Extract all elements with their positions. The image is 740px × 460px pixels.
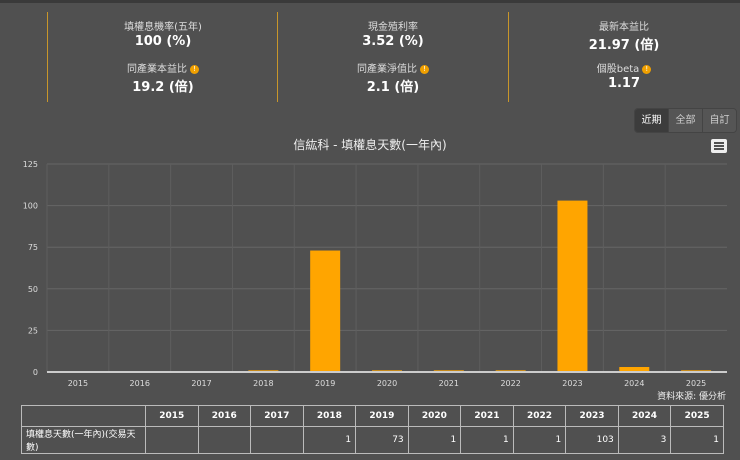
chart-menu-icon[interactable] [711,139,727,153]
range-all-button[interactable]: 全部 [668,109,702,132]
data-table: 2015 2016 2017 2018 2019 2020 2021 2022 2023 2024… [21,405,724,454]
value-cell: 1 [460,426,514,454]
stat-value: 1.17 [607,76,641,91]
range-button-group: 近期 全部 自訂 [634,108,737,133]
stat-value: 2.1 (倍) [366,80,420,95]
range-custom-button[interactable]: 自訂 [702,109,736,132]
y-tick-label: 100 [23,202,38,211]
x-tick-label: 2016 [130,379,150,388]
value-cell: 103 [565,426,619,454]
y-tick-label: 25 [28,326,38,335]
row-label: 填權息天數(一年內)(交易天數) [21,426,146,454]
value-cell: 1 [302,426,357,454]
stat-value: 3.52 (%) [362,34,424,49]
value-cell [145,426,199,454]
bar-2024 [619,367,650,372]
bar-2023 [557,200,588,372]
year-header: 2017 [250,405,304,427]
value-cell [250,426,304,454]
stat-label: 同產業本益比 [127,64,187,75]
year-header: 2018 [302,405,357,427]
stat-label: 同產業淨值比 [357,64,417,75]
y-tick-label: 125 [23,160,38,169]
x-tick-label: 2019 [315,379,335,388]
stat-label: 填權息機率(五年) [124,22,202,33]
range-recent-button[interactable]: 近期 [635,109,668,132]
top-border [0,0,740,3]
x-tick-label: 2018 [253,379,273,388]
value-cell: 3 [617,426,672,454]
year-header: 2020 [407,405,462,427]
stat-value: 100 (%) [134,34,192,49]
bar-2019 [310,250,341,372]
stat-label: 現金殖利率 [368,22,418,33]
corner-cell [21,405,146,427]
year-header: 2025 [670,405,724,427]
chart-title: 信紘科 - 填權息天數(一年內) [293,138,447,152]
x-tick-label: 2023 [562,379,582,388]
source-note: 資料來源: 優分析 [657,392,726,402]
stat-block: 填權息機率(五年) 100 (%) 同產業本益比! 19.2 (倍) [47,12,278,102]
y-tick-label: 50 [28,285,38,294]
year-header: 2023 [565,405,619,427]
year-header: 2021 [460,405,514,427]
stat-block: 現金殖利率 3.52 (%) 同產業淨值比! 2.1 (倍) [277,12,508,102]
bar-chart: 0 25 50 75 100 125 2015 2016 2017 2018 2019 2020 202… [23,160,727,388]
year-header: 2024 [617,405,672,427]
year-header: 2022 [512,405,567,427]
value-cell: 1 [670,426,724,454]
x-tick-label: 2022 [500,379,520,388]
year-header: 2015 [145,405,199,427]
x-tick-label: 2020 [377,379,397,388]
info-icon[interactable]: ! [190,64,199,74]
info-icon[interactable]: ! [420,64,429,74]
stat-value: 21.97 (倍) [588,38,660,53]
x-tick-label: 2025 [686,379,706,388]
value-cell: 1 [512,426,567,454]
year-header: 2016 [197,405,252,427]
y-tick-label: 0 [33,368,38,377]
x-tick-label: 2021 [439,379,459,388]
stat-label: 最新本益比 [599,22,649,33]
x-tick-label: 2024 [624,379,644,388]
value-cell: 1 [407,426,462,454]
x-tick-label: 2015 [68,379,88,388]
stat-block: 最新本益比 21.97 (倍) 個股beta! 1.17 [508,12,739,102]
y-tick-label: 75 [28,243,38,252]
x-tick-label: 2017 [191,379,211,388]
value-cell: 73 [355,426,409,454]
stat-value: 19.2 (倍) [132,80,194,95]
info-icon[interactable]: ! [642,64,652,74]
value-cell [197,426,252,454]
year-header: 2019 [355,405,409,427]
stat-label: 個股beta [596,64,640,75]
